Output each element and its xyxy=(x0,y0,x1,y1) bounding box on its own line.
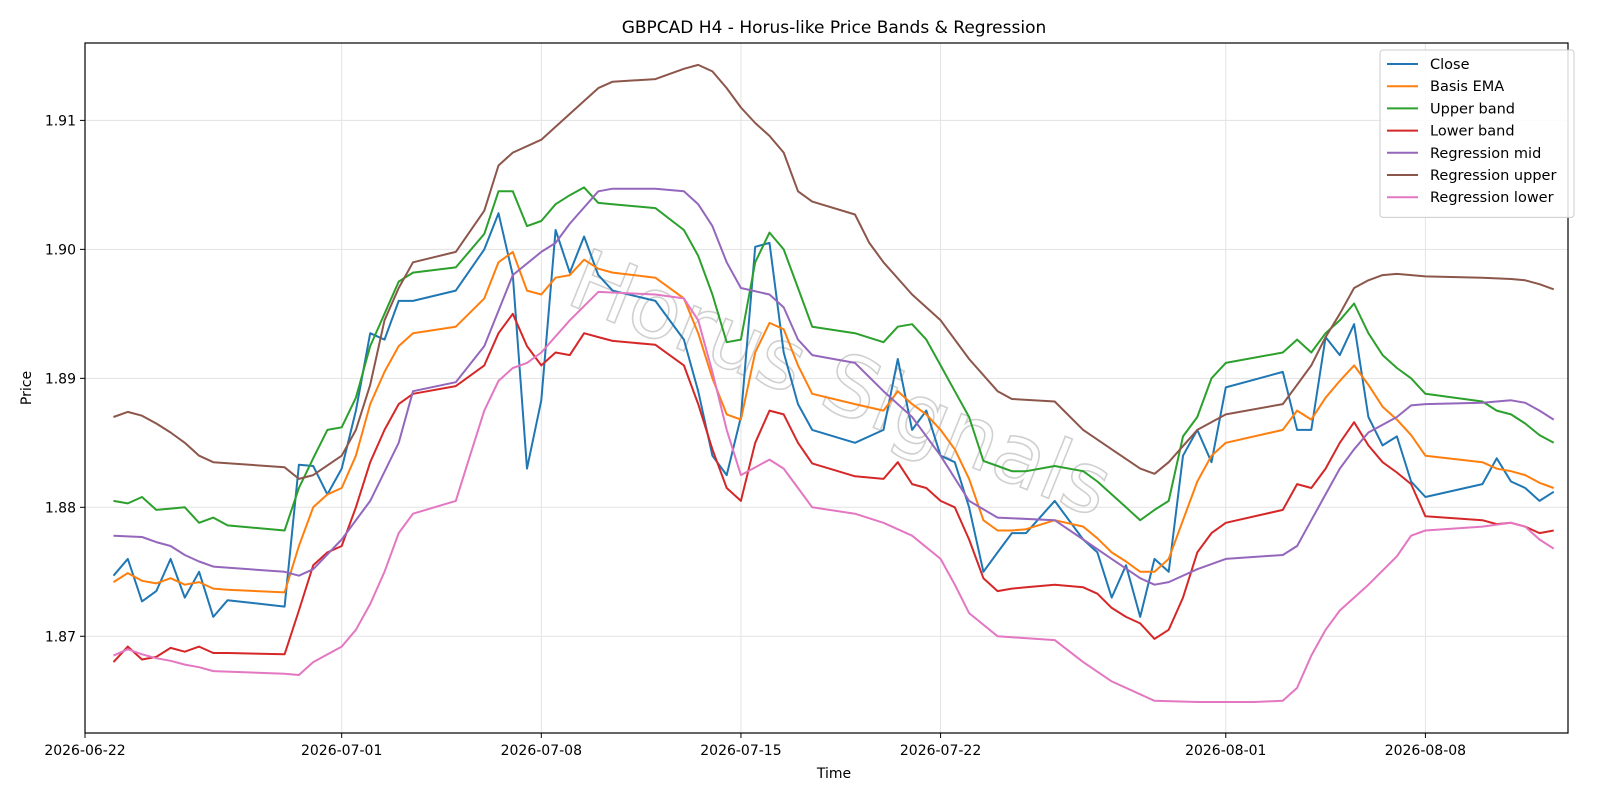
series-line-basis-ema xyxy=(112,250,1555,594)
x-tick-label: 2026-06-22 xyxy=(44,743,125,759)
y-tick-label: 1.90 xyxy=(45,242,76,258)
grid-lines xyxy=(84,43,1568,733)
series-line-regression-mid xyxy=(113,187,1555,586)
series-line-lower-band xyxy=(112,312,1554,663)
series-layer xyxy=(112,63,1555,703)
x-tick-label: 2026-08-01 xyxy=(1185,743,1266,759)
x-tick-label: 2026-07-22 xyxy=(900,743,981,759)
y-axis-title: Price xyxy=(19,371,35,405)
x-tick-label: 2026-07-08 xyxy=(501,743,582,759)
x-axis-title: Time xyxy=(816,766,851,782)
legend-label-regression-lower: Regression lower xyxy=(1430,190,1554,206)
legend-label-upper-band: Upper band xyxy=(1430,101,1515,117)
series-line-upper-band xyxy=(113,186,1555,532)
y-tick-label: 1.89 xyxy=(45,371,76,387)
legend-label-lower-band: Lower band xyxy=(1430,124,1515,140)
plot-frame xyxy=(84,42,1569,734)
legend-label-close: Close xyxy=(1430,57,1470,73)
y-tick-label: 1.87 xyxy=(45,629,76,645)
legend-label-regression-mid: Regression mid xyxy=(1430,146,1541,162)
legend-label-basis-ema: Basis EMA xyxy=(1430,79,1504,95)
legend-box xyxy=(1379,49,1575,218)
series-line-regression-lower xyxy=(113,290,1555,703)
legend: Close Basis EMA Upper band Lower band Regres… xyxy=(1379,49,1575,218)
y-tick-label: 1.91 xyxy=(45,113,76,129)
series-line-close xyxy=(112,212,1555,618)
legend-label-regression-upper: Regression upper xyxy=(1430,168,1556,184)
chart-title: GBPCAD H4 - Horus-like Price Bands & Reg… xyxy=(622,18,1047,38)
x-axis: 2026-06-22 2026-07-01 2026-07-08 2026-07-15… xyxy=(44,733,1466,759)
x-tick-label: 2026-07-01 xyxy=(301,743,382,759)
series-line-regression-upper xyxy=(113,63,1555,480)
x-tick-label: 2026-07-15 xyxy=(700,743,781,759)
y-tick-label: 1.88 xyxy=(45,500,76,516)
x-tick-label: 2026-08-08 xyxy=(1385,743,1466,759)
y-axis: 1.87 1.88 1.89 1.90 1.91 xyxy=(45,113,85,645)
